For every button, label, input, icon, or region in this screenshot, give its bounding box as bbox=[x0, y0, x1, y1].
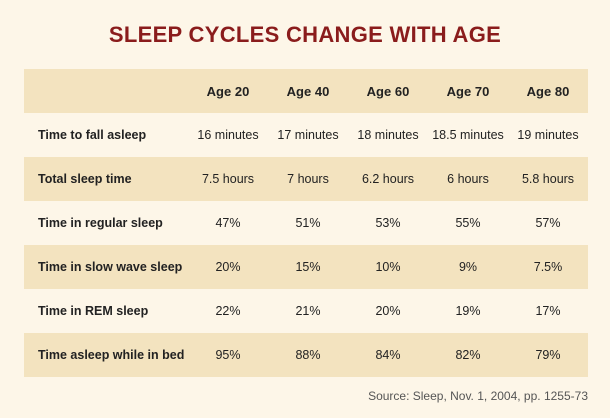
column-header-age-20: Age 20 bbox=[188, 69, 268, 113]
column-header-age-40: Age 40 bbox=[268, 69, 348, 113]
table-row: Total sleep time 7.5 hours 7 hours 6.2 h… bbox=[24, 157, 588, 201]
row-label: Time to fall asleep bbox=[24, 113, 188, 157]
table-row: Time in REM sleep 22% 21% 20% 19% 17% bbox=[24, 289, 588, 333]
column-header-age-70: Age 70 bbox=[428, 69, 508, 113]
table-cell: 19% bbox=[428, 289, 508, 333]
table-row: Time in slow wave sleep 20% 15% 10% 9% 7… bbox=[24, 245, 588, 289]
row-label: Time in REM sleep bbox=[24, 289, 188, 333]
table-cell: 10% bbox=[348, 245, 428, 289]
table-cell: 84% bbox=[348, 333, 428, 377]
sleep-table: Age 20 Age 40 Age 60 Age 70 Age 80 Time … bbox=[24, 69, 588, 377]
corner-cell bbox=[24, 69, 188, 113]
chart-title: SLEEP CYCLES CHANGE WITH AGE bbox=[108, 22, 502, 47]
table-cell: 47% bbox=[188, 201, 268, 245]
table-cell: 15% bbox=[268, 245, 348, 289]
row-label: Total sleep time bbox=[24, 157, 188, 201]
table-row: Time to fall asleep 16 minutes 17 minute… bbox=[24, 113, 588, 157]
table-cell: 95% bbox=[188, 333, 268, 377]
table-cell: 51% bbox=[268, 201, 348, 245]
table-row: Time in regular sleep 47% 51% 53% 55% 57… bbox=[24, 201, 588, 245]
table-cell: 20% bbox=[188, 245, 268, 289]
sleep-table-container: Age 20 Age 40 Age 60 Age 70 Age 80 Time … bbox=[24, 69, 588, 377]
table-cell: 7.5% bbox=[508, 245, 588, 289]
table-cell: 82% bbox=[428, 333, 508, 377]
table-cell: 7 hours bbox=[268, 157, 348, 201]
table-cell: 17 minutes bbox=[268, 113, 348, 157]
table-cell: 18.5 minutes bbox=[428, 113, 508, 157]
column-header-age-80: Age 80 bbox=[508, 69, 588, 113]
table-cell: 57% bbox=[508, 201, 588, 245]
table-cell: 5.8 hours bbox=[508, 157, 588, 201]
row-label: Time asleep while in bed bbox=[24, 333, 188, 377]
table-cell: 18 minutes bbox=[348, 113, 428, 157]
table-cell: 88% bbox=[268, 333, 348, 377]
table-cell: 79% bbox=[508, 333, 588, 377]
table-cell: 55% bbox=[428, 201, 508, 245]
table-cell: 21% bbox=[268, 289, 348, 333]
table-cell: 16 minutes bbox=[188, 113, 268, 157]
table-cell: 7.5 hours bbox=[188, 157, 268, 201]
table-row: Time asleep while in bed 95% 88% 84% 82%… bbox=[24, 333, 588, 377]
row-label: Time in slow wave sleep bbox=[24, 245, 188, 289]
header-row: Age 20 Age 40 Age 60 Age 70 Age 80 bbox=[24, 69, 588, 113]
table-cell: 6.2 hours bbox=[348, 157, 428, 201]
table-cell: 6 hours bbox=[428, 157, 508, 201]
table-cell: 53% bbox=[348, 201, 428, 245]
table-cell: 19 minutes bbox=[508, 113, 588, 157]
table-cell: 20% bbox=[348, 289, 428, 333]
table-cell: 17% bbox=[508, 289, 588, 333]
row-label: Time in regular sleep bbox=[24, 201, 188, 245]
source-citation: Source: Sleep, Nov. 1, 2004, pp. 1255-73 bbox=[368, 389, 588, 403]
column-header-age-60: Age 60 bbox=[348, 69, 428, 113]
table-cell: 9% bbox=[428, 245, 508, 289]
table-cell: 22% bbox=[188, 289, 268, 333]
